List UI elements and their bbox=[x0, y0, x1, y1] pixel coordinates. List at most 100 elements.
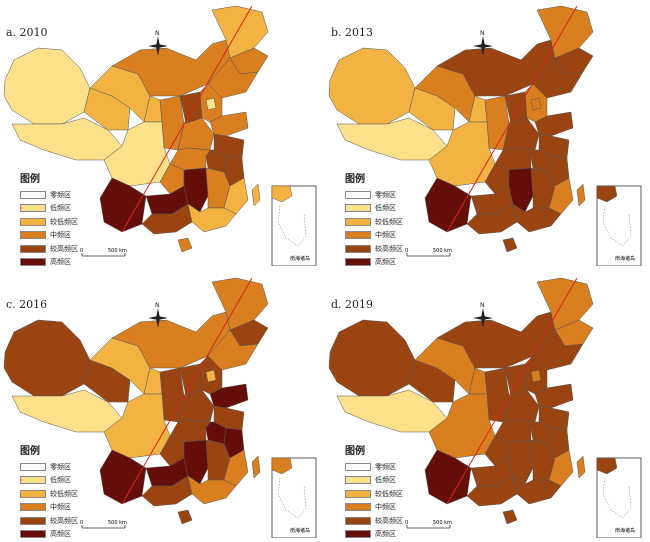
legend-label: 低频区 bbox=[50, 204, 71, 213]
legend-label: 低频区 bbox=[375, 476, 396, 485]
legend-swatch bbox=[345, 231, 371, 240]
legend-label: 低频区 bbox=[375, 204, 396, 213]
scale-distance-label: 500 km bbox=[108, 520, 127, 526]
legend-swatch bbox=[345, 462, 371, 471]
legend-item: 中频区 bbox=[345, 229, 445, 243]
province-heilongjiang bbox=[536, 5, 594, 59]
province-beijing-tianjin bbox=[530, 97, 542, 111]
province-yunnan bbox=[424, 449, 472, 505]
province-guangdong bbox=[512, 203, 562, 233]
province-beijing-tianjin bbox=[205, 97, 217, 111]
legend-item: 低频区 bbox=[345, 202, 445, 216]
legend-swatch bbox=[20, 258, 46, 267]
north-arrow-icon: N bbox=[148, 30, 168, 56]
legend: 图例 零频区 低频区 较低频区 中频区 较高频区 高频区 bbox=[345, 442, 445, 541]
north-arrow-cross bbox=[148, 44, 168, 48]
legend-item: 低频区 bbox=[345, 474, 445, 488]
scale-zero-label: 0 bbox=[405, 520, 408, 526]
legend-label: 较高频区 bbox=[375, 516, 403, 525]
legend-label: 较高频区 bbox=[375, 244, 403, 253]
legend-item: 较高频区 bbox=[20, 242, 120, 256]
legend-item: 零频区 bbox=[20, 188, 120, 202]
legend-swatch bbox=[345, 516, 371, 525]
map-panel: N 0 500 km 南海诸岛 a. 2010 图例 零频区 低频区 较低频区 中频区 较高频区 高频… bbox=[0, 0, 318, 267]
legend-label: 零频区 bbox=[375, 462, 396, 471]
inset-label: 南海诸岛 bbox=[615, 255, 635, 262]
legend-item: 零频区 bbox=[345, 460, 445, 474]
north-label: N bbox=[155, 302, 160, 309]
scale-zero-label: 0 bbox=[80, 520, 83, 526]
legend-title: 图例 bbox=[345, 446, 365, 457]
panel-title: d. 2019 bbox=[331, 298, 374, 311]
province-beijing-tianjin bbox=[530, 369, 542, 383]
province-guangdong bbox=[187, 475, 237, 505]
legend-swatch bbox=[345, 530, 371, 539]
legend: 图例 零频区 低频区 较低频区 中频区 较高频区 高频区 bbox=[345, 170, 445, 269]
legend-swatch bbox=[20, 530, 46, 539]
scale-zero-label: 0 bbox=[405, 248, 408, 254]
province-xinjiang bbox=[328, 319, 416, 397]
hu-line bbox=[446, 5, 578, 233]
province-heilongjiang bbox=[211, 277, 269, 331]
legend-label: 较低频区 bbox=[375, 489, 403, 498]
inset-coast bbox=[596, 185, 618, 203]
china-map: N 0 500 km 南海诸岛 bbox=[328, 5, 642, 266]
province-hainan bbox=[177, 509, 193, 525]
legend-item: 较高频区 bbox=[20, 514, 120, 528]
map-panel: N 0 500 km 南海诸岛 d. 2019 图例 零频区 低频区 较低频区 中频区 较高频区 高频… bbox=[325, 272, 643, 541]
legend-item: 低频区 bbox=[20, 474, 120, 488]
panel-title: a. 2010 bbox=[6, 26, 48, 39]
inset-label: 南海诸岛 bbox=[290, 527, 310, 534]
province-taiwan bbox=[251, 183, 261, 207]
panel-title: b. 2013 bbox=[331, 26, 374, 39]
legend-swatch bbox=[20, 462, 46, 471]
legend-label: 高频区 bbox=[375, 258, 396, 267]
hu-line bbox=[121, 5, 253, 233]
china-map: N 0 500 km 南海诸岛 bbox=[328, 277, 642, 538]
hu-line bbox=[121, 277, 253, 505]
legend-swatch bbox=[20, 231, 46, 240]
legend-label: 较高频区 bbox=[50, 516, 78, 525]
legend-item: 较低频区 bbox=[20, 215, 120, 229]
legend-swatch bbox=[20, 190, 46, 199]
legend-swatch bbox=[345, 190, 371, 199]
legend-item: 中频区 bbox=[20, 501, 120, 515]
legend-title: 图例 bbox=[20, 174, 40, 185]
legend-swatch bbox=[20, 476, 46, 485]
legend-label: 高频区 bbox=[50, 530, 71, 539]
north-arrow-cross bbox=[473, 44, 493, 48]
legend-swatch bbox=[20, 217, 46, 226]
china-map: N 0 500 km 南海诸岛 bbox=[3, 5, 317, 266]
legend-label: 中频区 bbox=[375, 231, 396, 240]
inset-coast bbox=[271, 457, 293, 475]
legend-label: 高频区 bbox=[375, 530, 396, 539]
province-hainan bbox=[502, 237, 518, 253]
north-arrow-icon: N bbox=[473, 302, 493, 328]
scale-distance-label: 500 km bbox=[433, 248, 452, 254]
legend-label: 中频区 bbox=[50, 231, 71, 240]
legend-item: 较高频区 bbox=[345, 242, 445, 256]
province-heilongjiang bbox=[536, 277, 594, 331]
province-beijing-tianjin bbox=[205, 369, 217, 383]
legend: 图例 零频区 低频区 较低频区 中频区 较高频区 高频区 bbox=[20, 442, 120, 541]
legend-item: 低频区 bbox=[20, 202, 120, 216]
north-label: N bbox=[155, 30, 160, 37]
legend-swatch bbox=[20, 503, 46, 512]
legend-label: 零频区 bbox=[375, 190, 396, 199]
legend-item: 较低频区 bbox=[345, 215, 445, 229]
north-arrow-cross bbox=[148, 316, 168, 320]
legend-label: 零频区 bbox=[50, 190, 71, 199]
province-yunnan bbox=[424, 177, 472, 233]
china-map: N 0 500 km 南海诸岛 bbox=[3, 277, 317, 538]
province-guangdong bbox=[187, 203, 237, 233]
inset-label: 南海诸岛 bbox=[615, 527, 635, 534]
legend-swatch bbox=[20, 244, 46, 253]
north-label: N bbox=[480, 302, 485, 309]
inset-label: 南海诸岛 bbox=[290, 255, 310, 262]
province-heilongjiang bbox=[211, 5, 269, 59]
hu-line bbox=[446, 277, 578, 505]
province-hainan bbox=[502, 509, 518, 525]
legend-item: 较低频区 bbox=[345, 487, 445, 501]
map-panel: N 0 500 km 南海诸岛 b. 2013 图例 零频区 低频区 较低频区 中频区 较高频区 高频… bbox=[325, 0, 643, 269]
legend-label: 中频区 bbox=[50, 503, 71, 512]
